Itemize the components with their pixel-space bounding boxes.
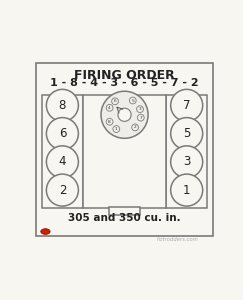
Text: 2: 2 xyxy=(134,125,137,129)
Text: 5: 5 xyxy=(183,127,190,140)
Circle shape xyxy=(106,118,113,125)
Text: 2: 2 xyxy=(59,184,66,196)
Text: 8: 8 xyxy=(108,120,111,124)
Bar xyxy=(42,95,83,208)
Circle shape xyxy=(118,108,131,122)
Circle shape xyxy=(171,118,203,150)
Text: 1 - 8 - 4 - 3 - 6 - 5 - 7 - 2: 1 - 8 - 4 - 3 - 6 - 5 - 7 - 2 xyxy=(50,78,199,88)
Circle shape xyxy=(132,124,139,131)
Circle shape xyxy=(106,104,113,111)
Circle shape xyxy=(137,106,143,112)
Text: 4: 4 xyxy=(108,106,111,110)
Circle shape xyxy=(46,174,78,206)
Text: FIRING ORDER: FIRING ORDER xyxy=(74,69,175,82)
Ellipse shape xyxy=(41,229,50,234)
Text: 6: 6 xyxy=(59,127,66,140)
Text: 3: 3 xyxy=(183,155,190,168)
Circle shape xyxy=(171,146,203,178)
Text: 1: 1 xyxy=(115,127,118,131)
Circle shape xyxy=(46,118,78,150)
Circle shape xyxy=(171,174,203,206)
Text: 6: 6 xyxy=(114,99,116,103)
Text: 5: 5 xyxy=(131,98,134,103)
Circle shape xyxy=(46,89,78,122)
Text: 3: 3 xyxy=(139,107,141,111)
Text: 1: 1 xyxy=(183,184,191,196)
Text: hotrodders.com: hotrodders.com xyxy=(156,237,198,242)
Text: 305 and 350 cu. in.: 305 and 350 cu. in. xyxy=(68,213,181,224)
Bar xyxy=(109,207,139,214)
Circle shape xyxy=(137,114,144,121)
Bar xyxy=(83,95,166,208)
Circle shape xyxy=(101,91,148,138)
Circle shape xyxy=(112,98,119,105)
Circle shape xyxy=(46,146,78,178)
Circle shape xyxy=(113,126,120,132)
Text: 4: 4 xyxy=(59,155,66,168)
Text: 7: 7 xyxy=(183,99,191,112)
Bar xyxy=(166,95,207,208)
Text: 8: 8 xyxy=(59,99,66,112)
Circle shape xyxy=(129,97,136,104)
Text: 7: 7 xyxy=(139,116,142,120)
Circle shape xyxy=(171,89,203,122)
